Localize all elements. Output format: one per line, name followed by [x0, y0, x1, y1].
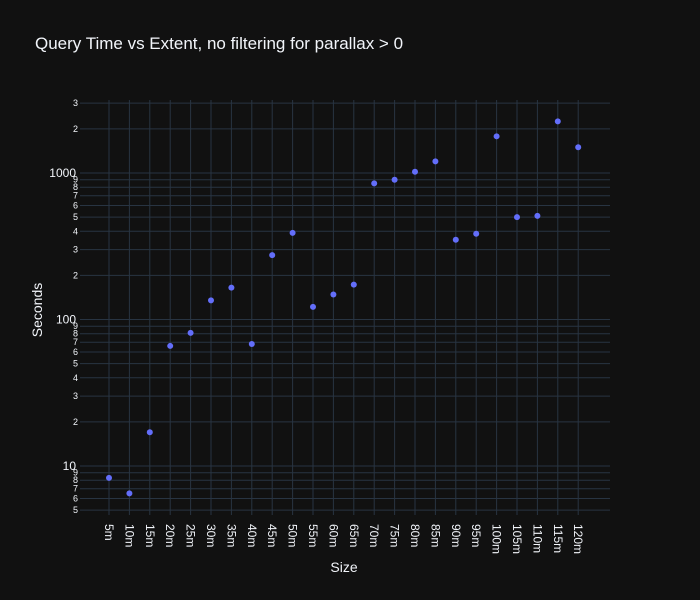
data-point — [187, 329, 194, 336]
x-tick-label: 5m — [102, 524, 116, 541]
y-minor-tick-label: 5 — [73, 505, 78, 515]
data-point — [269, 252, 276, 259]
y-minor-tick-label: 7 — [73, 191, 78, 201]
data-point — [473, 230, 480, 237]
y-minor-tick-label: 7 — [73, 484, 78, 494]
x-tick-label: 110m — [530, 524, 544, 553]
y-axis-title: Seconds — [29, 283, 45, 337]
data-point — [248, 341, 255, 348]
x-tick-label: 85m — [428, 524, 442, 547]
x-tick-label: 80m — [408, 524, 422, 547]
x-tick-label: 40m — [245, 524, 259, 547]
x-tick-label: 70m — [367, 524, 381, 547]
y-minor-tick-label: 3 — [73, 245, 78, 255]
x-tick-label: 10m — [122, 524, 136, 547]
y-major-tick-label: 10 — [63, 459, 77, 473]
data-point — [534, 212, 541, 219]
x-tick-label: 115m — [551, 524, 565, 553]
data-point — [514, 214, 520, 221]
y-minor-tick-label: 6 — [73, 201, 78, 211]
x-tick-label: 25m — [184, 524, 198, 547]
x-tick-label: 60m — [326, 524, 340, 547]
data-point — [452, 236, 459, 243]
x-axis-title: Size — [330, 559, 357, 575]
x-tick-label: 100m — [490, 524, 504, 554]
y-major-tick-label: 1000 — [49, 166, 76, 180]
x-tick-label: 120m — [571, 524, 585, 554]
data-points — [106, 118, 582, 497]
x-tick-label: 105m — [510, 524, 524, 554]
y-major-tick-label: 100 — [56, 313, 76, 327]
y-minor-tick-label: 8 — [73, 182, 78, 192]
y-minor-tick-label: 8 — [73, 475, 78, 485]
data-point — [167, 342, 174, 349]
data-point — [228, 284, 235, 291]
data-point — [371, 180, 378, 187]
y-minor-tick-label: 9 — [73, 175, 78, 185]
chart-title: Query Time vs Extent, no filtering for p… — [35, 34, 404, 53]
y-minor-tick-label: 4 — [73, 373, 78, 383]
data-point — [126, 490, 133, 497]
data-point — [554, 118, 561, 125]
grid-layer — [80, 100, 610, 515]
x-tick-label: 95m — [469, 524, 483, 547]
y-minor-tick-label: 2 — [73, 124, 78, 134]
y-minor-tick-label: 2 — [73, 270, 78, 280]
y-minor-tick-label: 3 — [73, 98, 78, 108]
x-tick-label: 90m — [449, 524, 463, 547]
x-tick-label: 50m — [286, 524, 300, 547]
x-tick-label: 35m — [224, 524, 238, 547]
data-point — [330, 291, 337, 298]
x-tick-label: 55m — [306, 524, 320, 547]
data-point — [493, 133, 500, 140]
y-minor-tick-label: 6 — [73, 494, 78, 504]
x-tick-labels: 5m 10m 15m 20m 25m 30m 35m 40m 45m 50m 55m 60m 65m 70… — [102, 524, 585, 554]
data-point — [146, 429, 153, 436]
y-minor-tick-label: 3 — [73, 391, 78, 401]
x-tick-label: 20m — [163, 524, 177, 547]
y-minor-tick-label: 9 — [73, 468, 78, 478]
y-minor-tick-label: 5 — [73, 359, 78, 369]
x-tick-label: 65m — [347, 524, 361, 547]
y-minor-tick-label: 6 — [73, 347, 78, 357]
y-minor-tick-label: 2 — [73, 417, 78, 427]
data-point — [432, 158, 439, 165]
y-minor-tick-label: 7 — [73, 337, 78, 347]
x-tick-label: 75m — [388, 524, 402, 547]
data-point — [106, 474, 112, 481]
data-point — [208, 297, 214, 304]
data-point — [412, 168, 418, 175]
data-point — [575, 144, 582, 151]
x-tick-label: 45m — [265, 524, 279, 547]
x-tick-label: 30m — [204, 524, 218, 547]
y-minor-tick-label: 8 — [73, 329, 78, 339]
x-tick-label: 15m — [143, 524, 157, 547]
y-minor-tick-label: 9 — [73, 321, 78, 331]
data-point — [310, 303, 316, 310]
y-minor-tick-label: 5 — [73, 212, 78, 222]
data-point — [289, 229, 296, 236]
data-point — [391, 176, 398, 183]
data-point — [350, 281, 357, 288]
y-minor-tick-label: 4 — [73, 226, 78, 236]
